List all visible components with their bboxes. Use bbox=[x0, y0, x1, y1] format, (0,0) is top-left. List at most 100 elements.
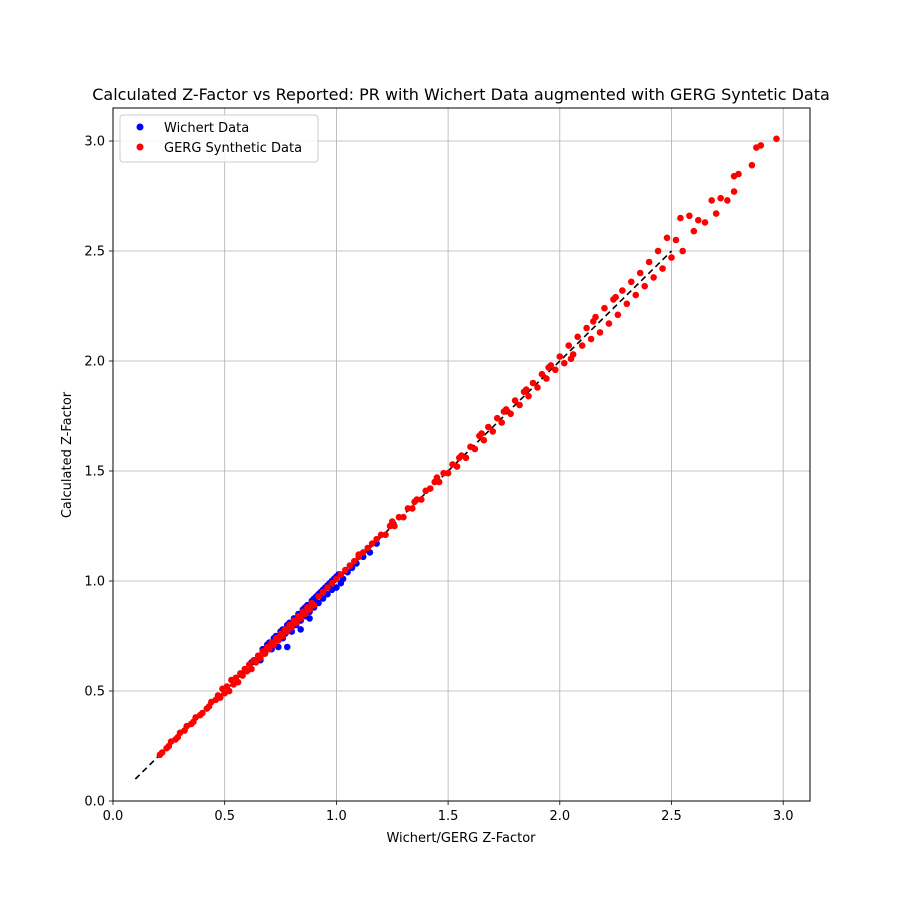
gerg-point bbox=[538, 370, 546, 378]
gerg-point bbox=[257, 654, 264, 662]
gerg-point bbox=[623, 300, 631, 308]
gerg-point bbox=[433, 474, 441, 481]
points-layer bbox=[156, 135, 780, 759]
gerg-point bbox=[556, 353, 564, 360]
chart-title: Calculated Z-Factor vs Reported: PR with… bbox=[92, 85, 830, 104]
y-tick-label: 0.0 bbox=[84, 795, 105, 810]
gerg-point bbox=[310, 601, 318, 609]
gerg-point bbox=[679, 247, 686, 255]
gerg-point bbox=[773, 135, 780, 143]
gerg-point bbox=[319, 588, 327, 596]
gerg-point bbox=[757, 142, 765, 149]
gerg-point bbox=[668, 254, 675, 261]
gerg-point bbox=[471, 445, 479, 453]
y-tick-label: 1.0 bbox=[84, 575, 105, 590]
gerg-point bbox=[225, 687, 233, 695]
gerg-point bbox=[346, 562, 354, 569]
y-tick-label: 2.0 bbox=[84, 355, 105, 370]
gerg-point bbox=[552, 366, 559, 374]
gerg-point bbox=[455, 454, 463, 462]
gerg-point bbox=[199, 709, 206, 717]
x-tick-label: 1.5 bbox=[438, 809, 459, 824]
gerg-point bbox=[306, 606, 313, 613]
y-axis-label: Calculated Z-Factor bbox=[60, 391, 75, 518]
gerg-point bbox=[478, 430, 485, 437]
gerg-point bbox=[574, 333, 581, 341]
gerg-point bbox=[565, 342, 573, 349]
gerg-point bbox=[252, 659, 260, 666]
gerg-point bbox=[627, 278, 635, 286]
plot-frame bbox=[112, 107, 811, 802]
gerg-point bbox=[444, 469, 452, 477]
gerg-point bbox=[601, 304, 608, 312]
gerg-point bbox=[578, 342, 586, 349]
gerg-point bbox=[301, 610, 309, 618]
gerg-point bbox=[672, 236, 680, 244]
gerg-point bbox=[587, 335, 595, 343]
x-tick-label: 2.5 bbox=[661, 809, 682, 824]
gerg-point bbox=[409, 505, 416, 512]
gerg-point bbox=[453, 463, 461, 470]
x-tick-label: 2.0 bbox=[549, 809, 570, 824]
gerg-point bbox=[279, 632, 287, 640]
gerg-point bbox=[708, 197, 716, 204]
legend-box bbox=[119, 114, 319, 163]
gerg-point bbox=[567, 355, 575, 363]
gerg-point bbox=[619, 287, 626, 294]
y-tick-label: 0.5 bbox=[84, 685, 105, 700]
gerg-point bbox=[701, 219, 709, 226]
legend-marker-wichert bbox=[136, 123, 144, 131]
gerg-point bbox=[426, 485, 434, 492]
x-tick-label: 0.0 bbox=[103, 809, 124, 824]
gerg-point bbox=[500, 408, 508, 415]
legend-label-wichert: Wichert Data bbox=[164, 121, 249, 136]
gerg-point bbox=[511, 397, 519, 404]
gerg-point bbox=[328, 579, 336, 587]
gerg-point bbox=[411, 498, 418, 506]
gerg-point bbox=[480, 436, 488, 444]
gerg-point bbox=[382, 531, 389, 539]
gerg-point bbox=[748, 161, 756, 169]
gerg-point bbox=[368, 540, 376, 547]
x-axis-label: Wichert/GERG Z-Factor bbox=[386, 831, 536, 846]
legend-marker-gerg bbox=[136, 143, 144, 151]
gerg-point bbox=[493, 414, 501, 422]
gerg-point bbox=[355, 551, 363, 558]
gerg-point bbox=[730, 188, 738, 195]
gerg-point bbox=[663, 234, 671, 242]
gerg-point bbox=[645, 258, 653, 266]
gerg-point bbox=[315, 593, 322, 600]
gerg-point bbox=[297, 615, 304, 622]
gerg-point bbox=[659, 265, 666, 272]
gerg-point bbox=[342, 566, 349, 574]
gerg-point bbox=[583, 324, 590, 332]
gerg-point bbox=[522, 386, 530, 393]
ticks-layer: 0.0 0.5 1.0 1.5 2.0 2.5 3.0 0.0 0.5 1.0 1.5 2.0 2.5 3… bbox=[84, 135, 793, 825]
gerg-point bbox=[534, 384, 541, 391]
gerg-point bbox=[525, 392, 532, 400]
y-tick-label: 1.5 bbox=[84, 465, 105, 480]
gerg-point bbox=[690, 227, 698, 235]
gerg-point bbox=[596, 329, 604, 336]
gerg-point bbox=[695, 216, 702, 224]
gerg-point bbox=[560, 359, 568, 367]
y-tick-label: 2.5 bbox=[84, 245, 105, 260]
gerg-point bbox=[158, 749, 166, 756]
gerg-point bbox=[261, 650, 269, 657]
gerg-point bbox=[275, 637, 282, 644]
gerg-point bbox=[266, 645, 273, 653]
gerg-point bbox=[350, 557, 358, 565]
legend: Wichert Data GERG Synthetic Data bbox=[119, 114, 319, 163]
x-tick-label: 1.0 bbox=[326, 809, 347, 824]
gerg-point bbox=[614, 311, 622, 319]
gerg-point bbox=[216, 694, 224, 701]
gerg-point bbox=[462, 454, 470, 462]
gerg-point bbox=[485, 423, 492, 431]
gerg-point bbox=[545, 364, 552, 371]
gerg-point bbox=[507, 410, 514, 418]
y-tick-label: 3.0 bbox=[84, 135, 105, 150]
gerg-point bbox=[288, 623, 296, 631]
wichert-point bbox=[283, 643, 291, 651]
gerg-point bbox=[632, 291, 640, 299]
